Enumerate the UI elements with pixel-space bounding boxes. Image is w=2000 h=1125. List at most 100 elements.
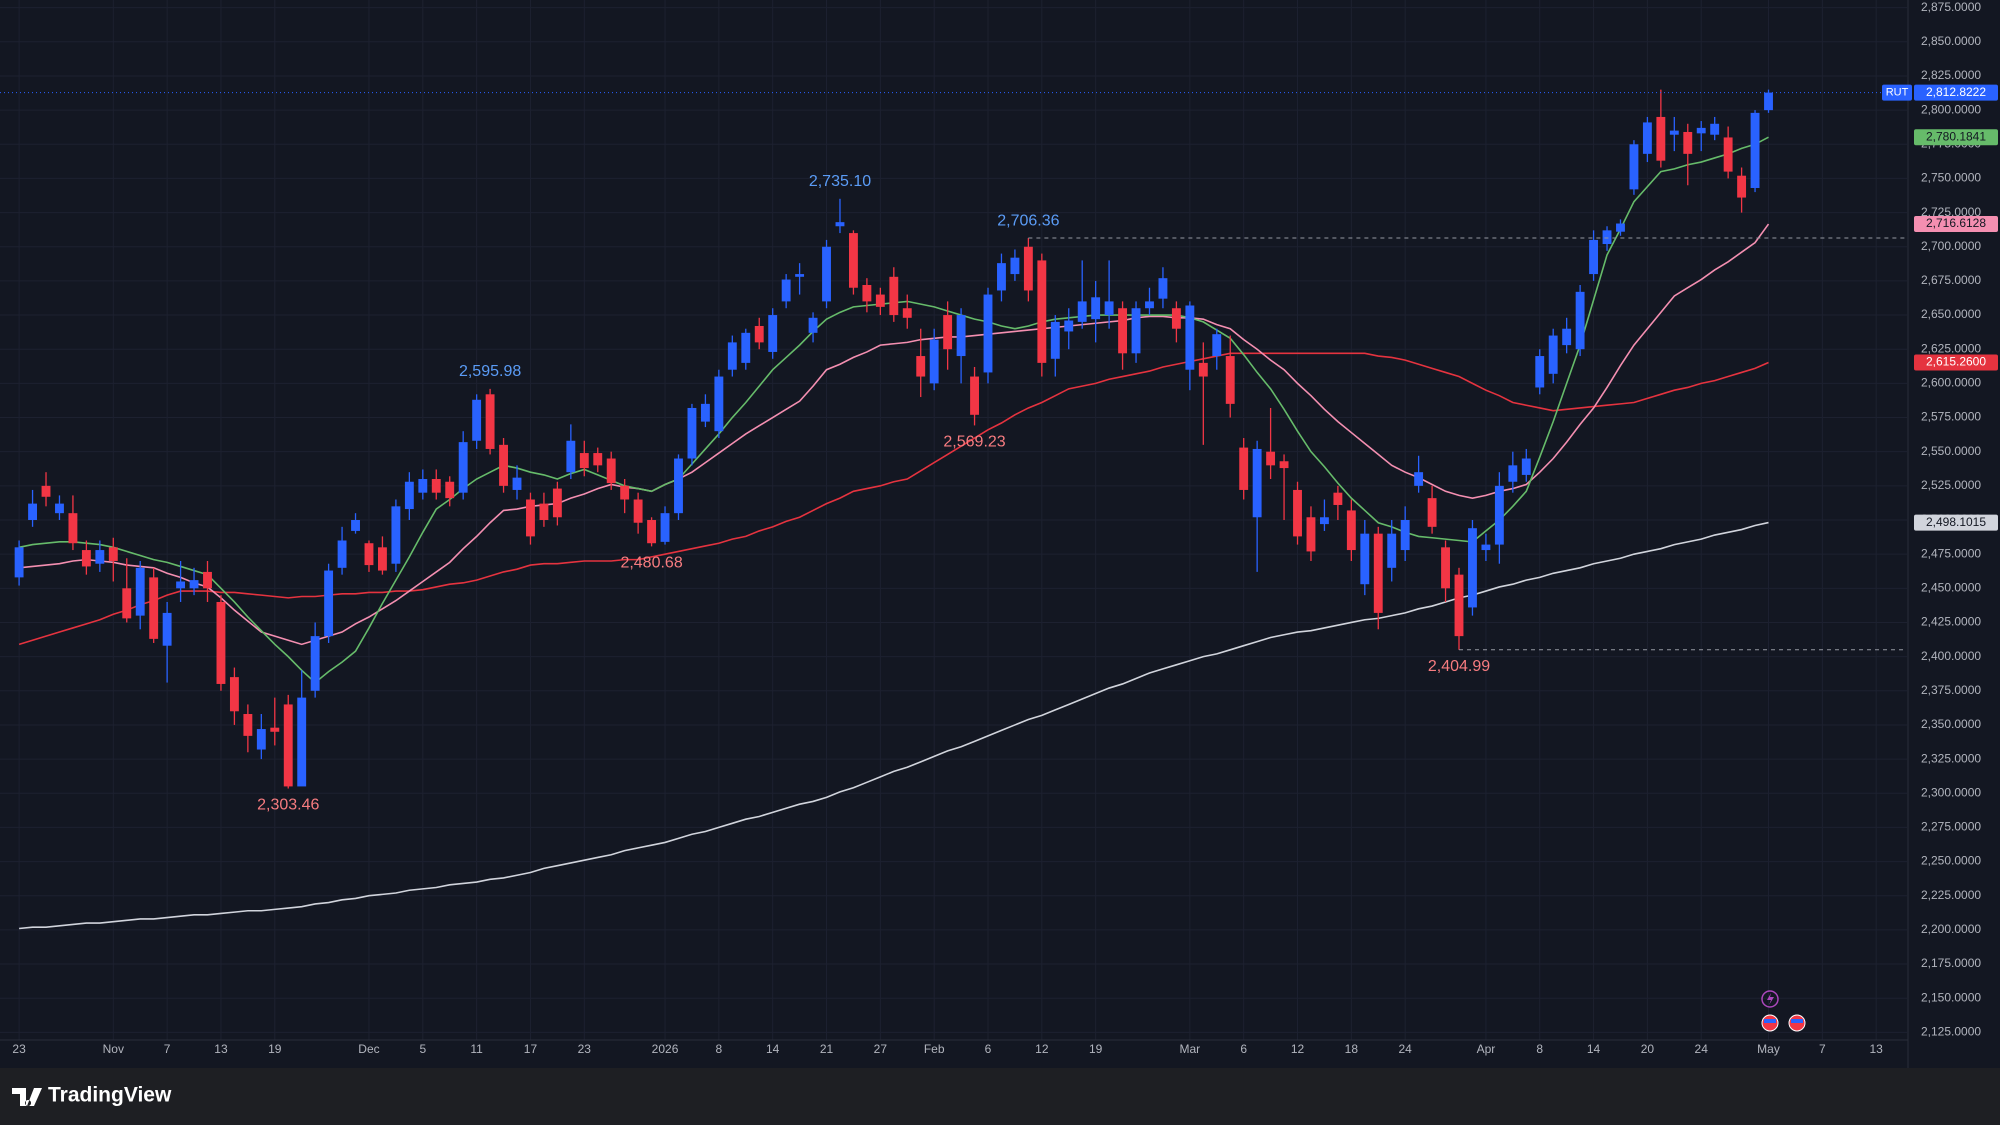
brand-name: TradingView	[48, 1084, 172, 1107]
candle-body	[674, 458, 683, 514]
candle-body	[458, 442, 468, 493]
y-tick-label: 2,125.0000	[1921, 1025, 1981, 1039]
candle-body	[14, 547, 24, 578]
candle-body	[1158, 278, 1168, 299]
candle-body	[808, 317, 818, 333]
candle-body	[1212, 334, 1222, 357]
high-label: 2,706.36	[997, 212, 1059, 229]
candle-body	[1696, 127, 1706, 134]
y-tick-label: 2,800.0000	[1921, 102, 1981, 116]
candle-body	[81, 550, 91, 567]
candle-body	[781, 279, 791, 302]
candle-body	[1494, 485, 1504, 545]
candle-body	[1387, 533, 1397, 568]
symbol-tag: RUT	[1886, 87, 1909, 99]
candle-body	[1723, 137, 1733, 172]
y-tick-label: 2,700.0000	[1921, 239, 1981, 253]
candle-body	[499, 444, 508, 486]
candle-body	[1602, 230, 1612, 245]
candle-body	[1535, 356, 1545, 388]
candle-body	[1400, 520, 1410, 551]
candle-body	[1252, 448, 1262, 518]
candle-body	[741, 332, 751, 363]
moving-average-tag: 2,780.1841	[1926, 129, 1986, 143]
candle-body	[862, 285, 872, 302]
x-tick-label: 20	[1641, 1042, 1655, 1056]
candle-body	[1508, 465, 1518, 482]
x-tick-label: 13	[1869, 1042, 1883, 1056]
candle-body	[1037, 260, 1047, 363]
candle-body	[727, 342, 737, 370]
candle-body	[1589, 239, 1599, 275]
moving-average-tag-bg	[1914, 216, 1998, 233]
candle-body	[108, 547, 118, 561]
candle-body	[700, 403, 710, 422]
candle-body	[95, 550, 105, 564]
moving-average-tag: 2,498.1015	[1926, 515, 1986, 529]
candle-body	[431, 479, 441, 493]
x-tick-label: 12	[1291, 1042, 1305, 1056]
y-tick-label: 2,675.0000	[1921, 273, 1981, 287]
x-tick-label: 18	[1345, 1042, 1359, 1056]
candle-body	[310, 636, 320, 691]
x-tick-label: 23	[12, 1042, 26, 1056]
candle-body	[297, 697, 307, 787]
flag-stripe	[1764, 1019, 1776, 1023]
candle-body	[1427, 498, 1437, 527]
event-icons[interactable]	[1761, 990, 1806, 1032]
candle-body	[956, 315, 966, 357]
candle-body	[1225, 356, 1235, 404]
candle-body	[795, 274, 805, 277]
candle-body	[1091, 297, 1101, 320]
x-tick-label: Apr	[1477, 1042, 1496, 1056]
y-tick-label: 2,175.0000	[1921, 956, 1981, 970]
candle-body	[822, 246, 831, 302]
x-tick-label: 8	[1536, 1042, 1543, 1056]
brand-logo[interactable]: TradingView	[12, 1084, 172, 1107]
candle-body	[364, 543, 374, 566]
candle-body	[512, 477, 522, 490]
x-tick-label: 8	[716, 1042, 723, 1056]
candle-body	[1077, 301, 1087, 322]
candle-body	[1279, 461, 1289, 469]
moving-average-line	[19, 223, 1770, 646]
low-label: 2,480.68	[620, 555, 682, 572]
candle-body	[1575, 291, 1585, 350]
y-tick-label: 2,575.0000	[1921, 410, 1981, 424]
high-label: 2,595.98	[459, 363, 521, 380]
low-label: 2,404.99	[1428, 658, 1490, 675]
candle-body	[593, 453, 603, 466]
candle-body	[1131, 308, 1141, 354]
candle-body	[472, 399, 482, 441]
candle-body	[647, 520, 657, 544]
candle-body	[1764, 92, 1773, 111]
candle-body	[1050, 321, 1060, 359]
candle-body	[848, 233, 858, 288]
x-tick-label: Feb	[924, 1042, 945, 1056]
candle-body	[687, 407, 697, 459]
y-tick-label: 2,325.0000	[1921, 751, 1981, 765]
candle-body	[162, 612, 172, 646]
candle-body	[1521, 458, 1531, 475]
candle-body	[916, 356, 926, 377]
candle-body	[270, 727, 280, 732]
candle-body	[1239, 447, 1249, 490]
x-tick-label: Dec	[358, 1042, 379, 1056]
last-price-tag: 2,812.8222	[1926, 85, 1986, 99]
candle-body	[1333, 492, 1343, 505]
candle-body	[216, 601, 226, 684]
candle-body	[1481, 544, 1491, 551]
axes: 2,875.0000 2,850.0000 2,825.0000 2,800.0000…	[12, 0, 1998, 1056]
candle-body	[1548, 335, 1558, 374]
footer	[0, 1068, 2000, 1125]
y-tick-label: 2,475.0000	[1921, 546, 1981, 560]
moving-average-tag-bg	[1914, 354, 1998, 371]
y-tick-label: 2,350.0000	[1921, 717, 1981, 731]
candle-body	[68, 513, 78, 544]
candle-body	[404, 481, 414, 510]
event-icon[interactable]	[1761, 990, 1779, 1008]
y-tick-label: 2,650.0000	[1921, 307, 1981, 321]
candle-body	[566, 440, 576, 473]
low-label: 2,569.23	[943, 434, 1005, 451]
